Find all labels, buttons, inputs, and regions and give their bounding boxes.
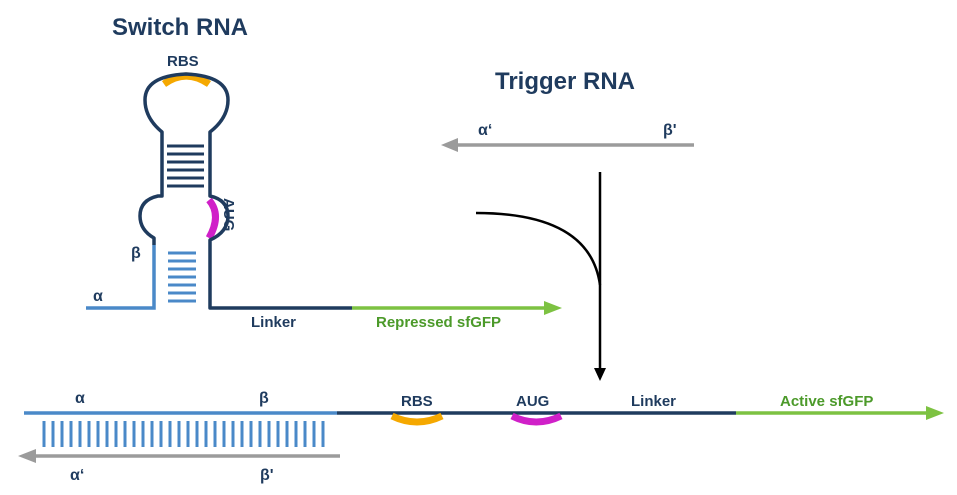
switch-aug-marker bbox=[205, 197, 219, 240]
switch-rna: Switch RNA RBS AUG β bbox=[86, 14, 562, 331]
complex-aug-label: AUG bbox=[516, 393, 549, 410]
complex-beta-prime-label: β' bbox=[260, 467, 274, 484]
reaction-arrowhead bbox=[594, 368, 606, 381]
switch-rbs-marker bbox=[161, 72, 211, 87]
active-sfgfp-arrowhead bbox=[926, 406, 944, 420]
activated-complex: α β RBS AUG Linker Active sfGFP α‘ β' bbox=[18, 390, 944, 484]
switch-light-strand bbox=[86, 245, 156, 310]
trigger-beta-prime-label: β' bbox=[663, 122, 677, 139]
repressed-sfgfp-label: Repressed sfGFP bbox=[376, 314, 501, 331]
trigger-alpha-prime-label: α‘ bbox=[478, 122, 492, 139]
active-sfgfp-label: Active sfGFP bbox=[780, 393, 873, 410]
switch-rna-title: Switch RNA bbox=[112, 14, 248, 41]
upper-stem-basepairs bbox=[167, 144, 204, 188]
complex-beta-label: β bbox=[259, 390, 269, 407]
complex-linker-label: Linker bbox=[631, 393, 676, 410]
trigger-arrowhead bbox=[441, 138, 458, 152]
switch-dark-strand bbox=[138, 72, 352, 310]
trigger-rna: Trigger RNA α‘ β' bbox=[441, 68, 694, 152]
repressed-sfgfp-arrowhead bbox=[544, 301, 562, 315]
switch-rbs-label: RBS bbox=[167, 53, 199, 70]
reaction-arrow bbox=[475, 172, 606, 381]
bound-trigger-arrowhead bbox=[18, 449, 36, 463]
complex-alpha-label: α bbox=[75, 390, 85, 407]
lower-stem-basepairs bbox=[168, 251, 196, 303]
switch-alpha-label: α bbox=[93, 288, 103, 305]
complex-rbs-marker bbox=[390, 412, 444, 426]
complex-aug-marker bbox=[510, 412, 563, 426]
switch-linker-label: Linker bbox=[251, 314, 296, 331]
trigger-rna-title: Trigger RNA bbox=[495, 68, 635, 95]
complex-alpha-prime-label: α‘ bbox=[70, 467, 84, 484]
duplex-basepairs bbox=[42, 421, 325, 447]
reaction-curve bbox=[475, 211, 602, 286]
complex-rbs-label: RBS bbox=[401, 393, 433, 410]
switch-beta-label: β bbox=[131, 245, 141, 262]
